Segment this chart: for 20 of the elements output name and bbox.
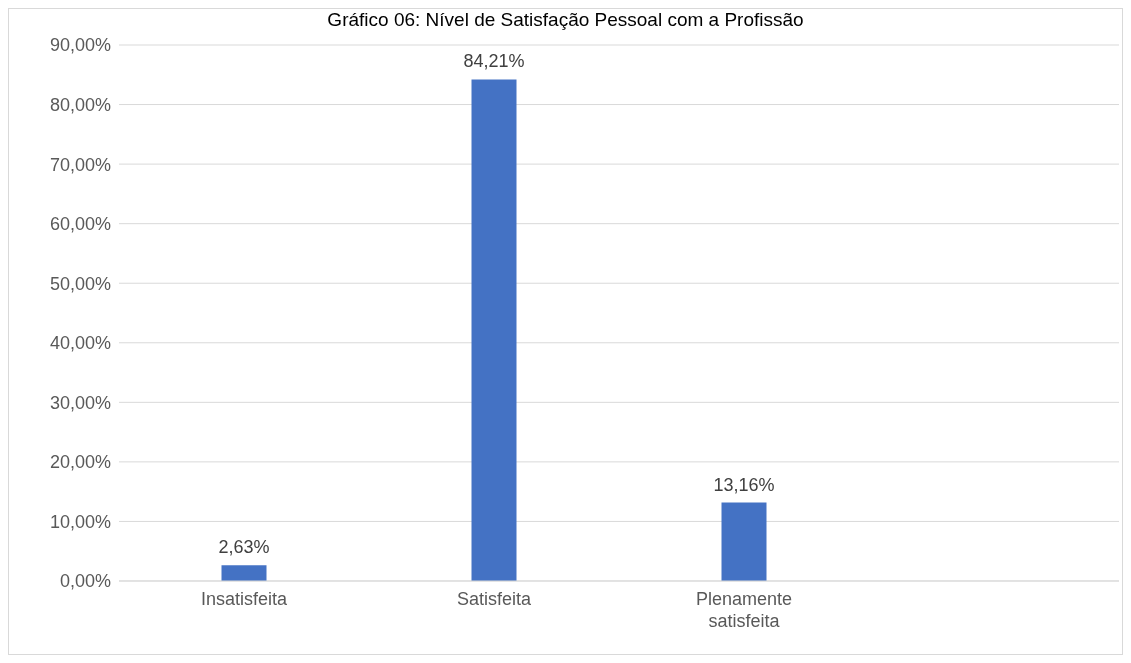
y-tick-label: 70,00% [49,154,111,175]
x-tick-label: Plenamente satisfeita [695,589,793,631]
bar [221,565,267,581]
y-tick-label: 60,00% [49,214,111,235]
y-tick-label: 20,00% [49,452,111,473]
y-tick-label: 80,00% [49,94,111,115]
data-label: 13,16% [713,474,775,495]
x-tick-label: Satisfeita [456,589,532,609]
y-tick-label: 0,00% [59,571,111,592]
y-tick-label: 50,00% [49,273,111,294]
y-tick-label: 40,00% [49,333,111,354]
bar [471,79,517,581]
y-tick-label: 10,00% [49,511,111,532]
x-tick-label: Insatisfeita [200,589,289,609]
data-label: 84,21% [463,51,525,72]
chart-title: Gráfico 06: Nível de Satisfação Pessoal com a Profissão [326,9,805,31]
y-tick-label: 90,00% [49,35,111,56]
data-label: 2,63% [218,537,270,558]
y-tick-label: 30,00% [49,392,111,413]
bar [721,502,767,581]
